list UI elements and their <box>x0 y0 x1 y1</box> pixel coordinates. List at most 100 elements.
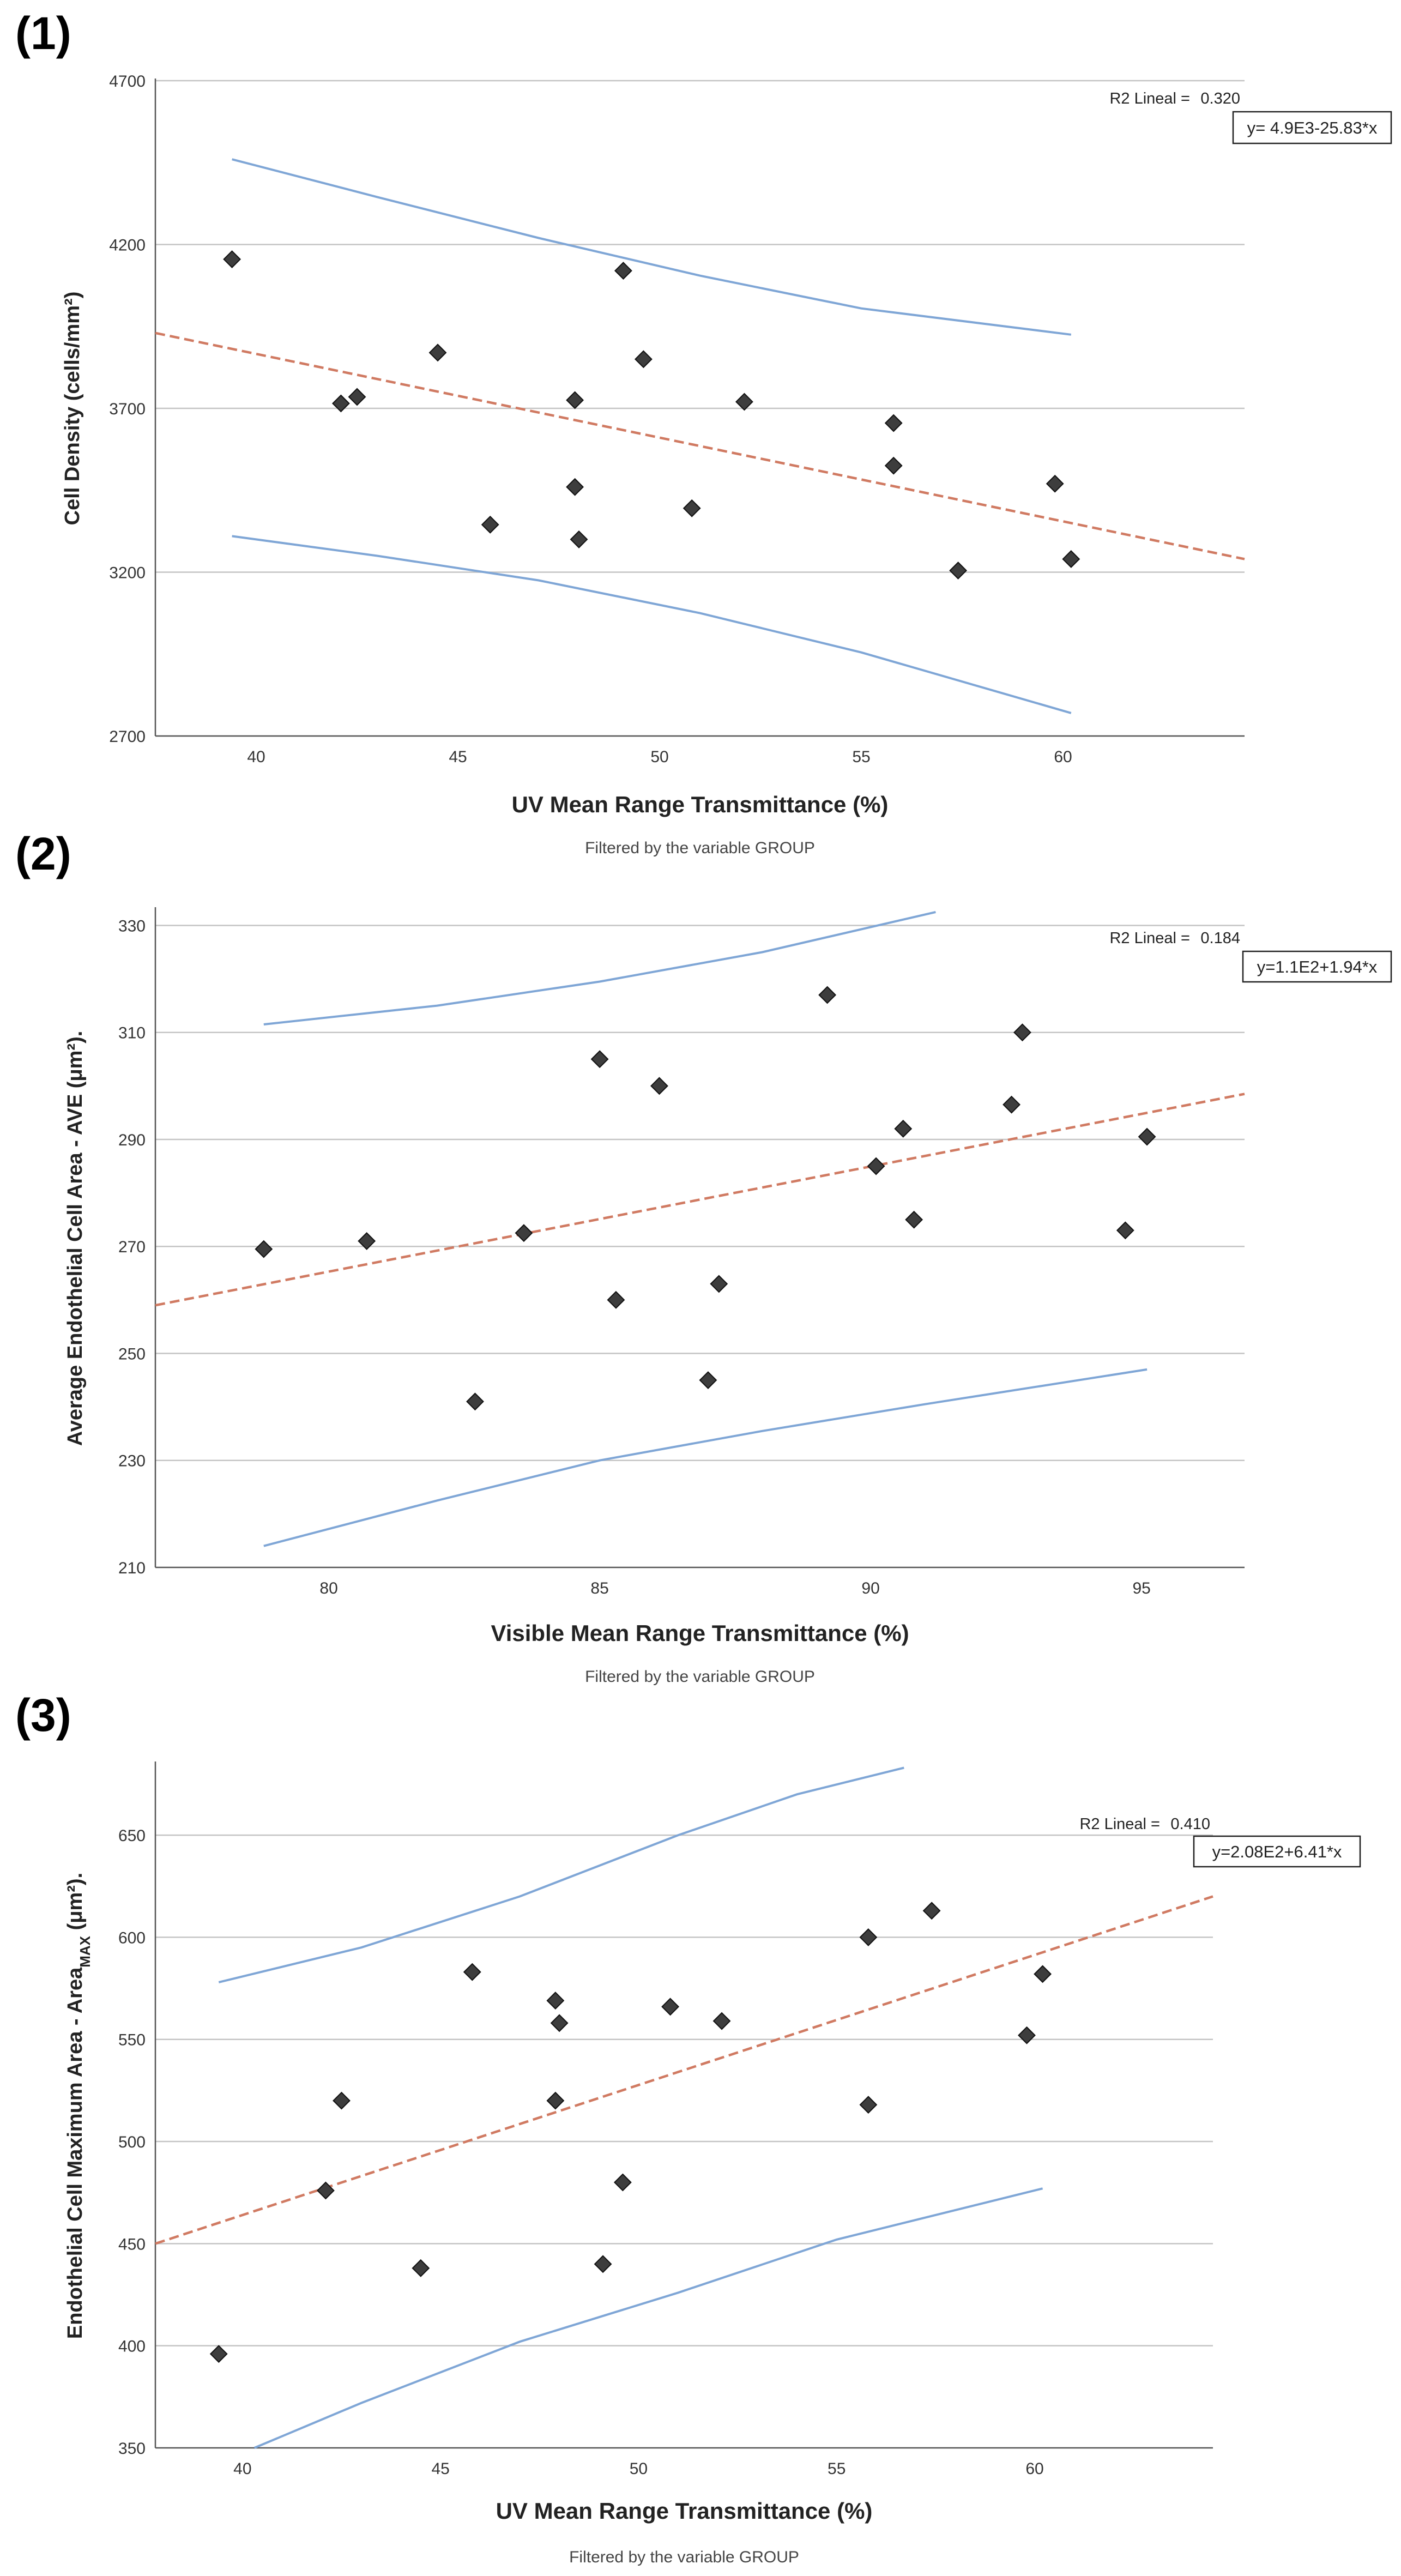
data-point <box>818 986 837 1004</box>
data-point <box>331 394 350 413</box>
equation-box <box>1232 111 1392 144</box>
data-point <box>594 2255 612 2273</box>
panel-label: (2) <box>15 828 71 879</box>
data-point <box>317 2181 335 2200</box>
regression-line <box>155 1895 1213 2245</box>
y-tick-label: 600 <box>118 1929 146 1947</box>
y-tick-label: 310 <box>118 1024 146 1042</box>
x-tick-label: 60 <box>1025 2460 1043 2478</box>
x-tick-label: 55 <box>828 2460 846 2478</box>
x-tick-label: 40 <box>233 2460 251 2478</box>
data-point <box>894 1119 913 1138</box>
data-point <box>209 2345 228 2363</box>
x-axis-label: UV Mean Range Transmittance (%) <box>496 2498 873 2524</box>
confidence-band-lower <box>263 1368 1148 1547</box>
data-point <box>884 414 903 432</box>
data-point <box>650 1077 668 1095</box>
data-point <box>607 1290 625 1309</box>
y-axis-label: Average Endothelial Cell Area - AVE (μm²… <box>64 1031 87 1446</box>
filter-note: Filtered by the variable GROUP <box>585 839 815 857</box>
data-point <box>546 1992 565 2010</box>
y-tick-label: 210 <box>118 1559 146 1577</box>
x-tick-label: 90 <box>861 1579 879 1597</box>
y-tick-label: 450 <box>118 2235 146 2253</box>
data-point <box>699 1371 717 1389</box>
x-tick-label: 50 <box>630 2460 648 2478</box>
y-tick-label: 330 <box>118 917 146 935</box>
y-tick-label: 500 <box>118 2133 146 2151</box>
data-point <box>428 343 447 362</box>
y-axis-label: Endothelial Cell Maximum Area - AreaMAX … <box>64 1873 93 2339</box>
y-axis-label: Cell Density (cells/mm²) <box>61 292 84 526</box>
x-axis-label: Visible Mean Range Transmittance (%) <box>491 1620 909 1646</box>
data-point <box>905 1210 923 1229</box>
regression-line <box>155 1093 1245 1307</box>
data-point <box>412 2259 430 2277</box>
data-point <box>1062 550 1080 568</box>
data-point <box>1003 1095 1020 1114</box>
data-point <box>859 2096 878 2114</box>
r2-label: R2 Lineal = <box>1109 90 1190 107</box>
data-point <box>566 478 584 496</box>
y-tick-label: 270 <box>118 1238 146 1256</box>
data-point <box>570 530 588 548</box>
r2-value: 0.320 <box>1200 90 1240 107</box>
data-point <box>463 1963 481 1981</box>
data-point <box>613 2173 632 2192</box>
x-tick-label: 55 <box>852 748 870 766</box>
data-point <box>1046 474 1064 493</box>
x-tick-label: 40 <box>247 748 265 766</box>
data-point <box>1034 1965 1052 1983</box>
regression-equation: y= 4.9E3-25.83*x <box>1247 118 1378 137</box>
x-tick-label: 95 <box>1132 1579 1150 1597</box>
equation-box <box>1193 1835 1361 1868</box>
data-point <box>550 2014 569 2032</box>
data-point <box>546 2091 565 2110</box>
chart-panel-3: (3) 350 400 450 500 550 600 650 40 45 50 55 60 R2 Lin… <box>15 1690 1361 2566</box>
x-tick-label: 85 <box>590 1579 608 1597</box>
data-point <box>255 1240 273 1258</box>
y-tick-label: 3200 <box>109 564 146 582</box>
data-point <box>614 262 632 280</box>
r2-value: 0.410 <box>1170 1815 1210 1833</box>
data-point <box>949 562 968 580</box>
data-point <box>515 1224 533 1242</box>
r2-value: 0.184 <box>1200 930 1240 947</box>
data-point <box>1013 1023 1031 1042</box>
filter-note: Filtered by the variable GROUP <box>585 1668 815 1686</box>
y-tick-label: 650 <box>118 1827 146 1845</box>
data-point <box>590 1050 609 1069</box>
data-point <box>710 1275 728 1293</box>
data-point <box>358 1232 376 1250</box>
data-point <box>223 250 241 268</box>
data-point <box>712 2012 731 2030</box>
y-axis-label-main: Endothelial Cell Maximum Area - Area <box>64 1967 87 2339</box>
y-tick-label: 3700 <box>109 400 146 418</box>
data-point <box>884 456 903 475</box>
y-tick-label: 400 <box>118 2338 146 2356</box>
y-tick-label: 350 <box>118 2440 146 2458</box>
chart-panel-1: (1) 2700 3200 3700 4200 4700 40 45 50 55 60 R2 Line… <box>15 8 1392 857</box>
filter-note: Filtered by the variable GROUP <box>569 2548 799 2566</box>
data-point <box>735 393 753 411</box>
data-point <box>1116 1221 1134 1240</box>
data-point <box>859 1928 878 1946</box>
chart-panel-2: (2) 210 230 250 270 290 310 330 80 85 90 95 R2 Linea… <box>15 828 1392 1686</box>
y-tick-label: 4200 <box>109 237 146 255</box>
r2-label: R2 Lineal = <box>1109 930 1190 947</box>
confidence-band-lower <box>232 535 1072 714</box>
data-point <box>1018 2026 1036 2044</box>
y-axis-label-unit: (μm²). <box>64 1873 87 1936</box>
data-point <box>466 1392 484 1411</box>
data-point <box>481 515 499 534</box>
panel-label: (3) <box>15 1690 71 1741</box>
y-tick-label: 2700 <box>109 728 146 746</box>
regression-equation: y=2.08E2+6.41*x <box>1212 1842 1342 1861</box>
y-tick-label: 230 <box>118 1452 146 1470</box>
y-tick-label: 550 <box>118 2031 146 2049</box>
regression-equation: y=1.1E2+1.94*x <box>1257 957 1378 976</box>
y-tick-label: 290 <box>118 1131 146 1149</box>
data-point <box>634 350 653 369</box>
y-tick-label: 4700 <box>109 73 146 91</box>
